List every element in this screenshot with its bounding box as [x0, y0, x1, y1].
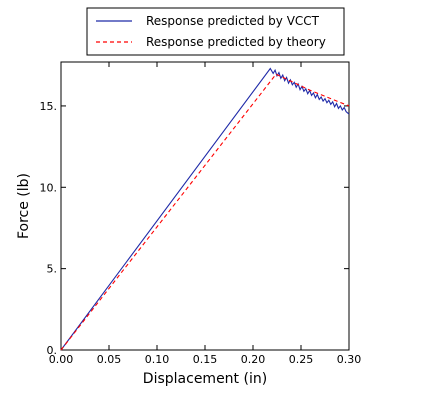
x-tick-label: 0.05: [97, 353, 122, 366]
x-tick-label: 0.00: [49, 353, 74, 366]
x-tick-label: 0.10: [145, 353, 170, 366]
y-tick-label: 0.: [47, 344, 58, 357]
series-line-theory: [60, 73, 350, 351]
x-axis-ticks: 0.00 0.05 0.10 0.15 0.20 0.25 0.30: [49, 62, 362, 366]
y-tick-label: 15.: [40, 100, 58, 113]
legend-label-theory: Response predicted by theory: [146, 35, 326, 49]
y-axis-ticks: 0. 5. 10. 15.: [40, 100, 349, 357]
x-axis-label: Displacement (in): [143, 371, 267, 387]
x-tick-label: 0.15: [193, 353, 218, 366]
legend-label-vcct: Response predicted by VCCT: [146, 14, 320, 28]
x-tick-label: 0.25: [289, 353, 314, 366]
legend: Response predicted by VCCT Response pred…: [86, 7, 345, 56]
y-tick-label: 5.: [47, 263, 58, 276]
series-layer: [60, 67, 350, 351]
y-tick-label: 10.: [40, 181, 58, 194]
x-tick-label: 0.20: [241, 353, 266, 366]
plot-frame: [60, 61, 350, 351]
legend-box: [86, 7, 345, 56]
y-axis-label: Force (lb): [16, 173, 32, 239]
x-tick-label: 0.30: [337, 353, 362, 366]
series-line-vcct: [60, 67, 350, 351]
